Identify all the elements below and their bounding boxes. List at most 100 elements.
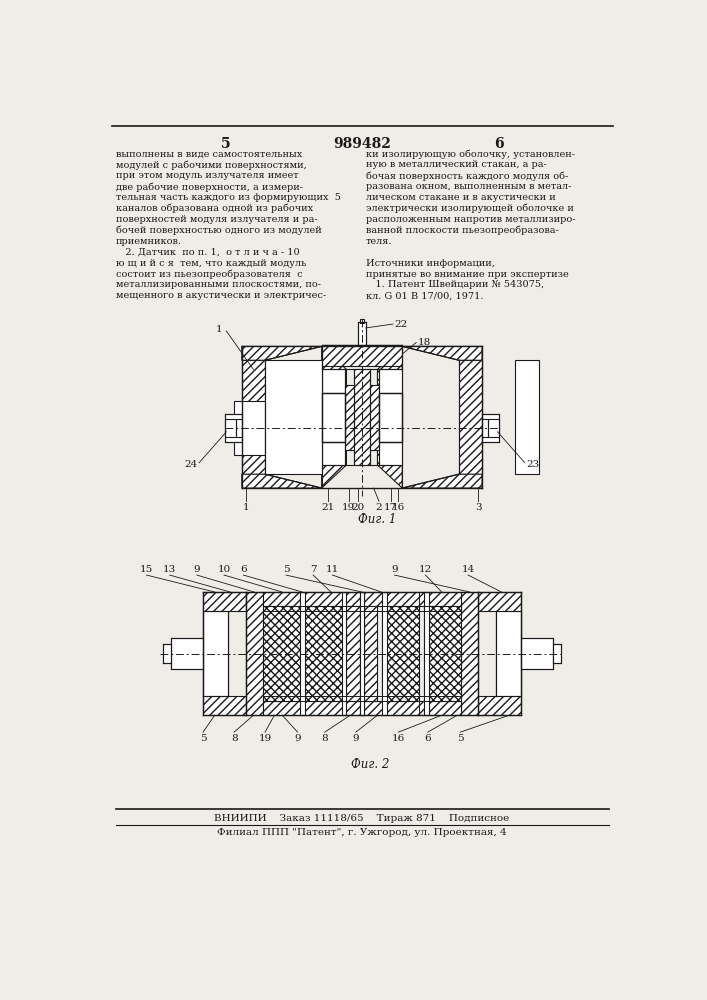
Text: 18: 18 [418, 338, 431, 347]
Polygon shape [242, 346, 322, 360]
Text: 6: 6 [424, 734, 431, 743]
Bar [265, 360, 322, 474]
Text: приемников.: приемников. [115, 237, 182, 246]
Bar [263, 606, 300, 701]
Bar [263, 592, 461, 606]
Text: ю щ и й с я  тем, что каждый модуль: ю щ и й с я тем, что каждый модуль [115, 259, 306, 268]
Bar [246, 592, 263, 715]
Bar [360, 319, 364, 323]
Text: электрически изолирующей оболочке и: электрически изолирующей оболочке и [366, 204, 573, 213]
Text: Филиал ППП "Патент", г. Ужгород, ул. Проектная, 4: Филиал ППП "Патент", г. Ужгород, ул. Про… [217, 828, 507, 837]
Text: ВНИИПИ    Заказ 11118/65    Тираж 871    Подписное: ВНИИПИ Заказ 11118/65 Тираж 871 Подписно… [214, 814, 510, 823]
Polygon shape [459, 360, 482, 474]
Text: ванной плоскости пьезопреобразова-: ванной плоскости пьезопреобразова- [366, 226, 559, 235]
Text: 24: 24 [185, 460, 198, 469]
Text: 989482: 989482 [333, 137, 391, 151]
Bar [362, 385, 379, 450]
Bar [234, 401, 265, 455]
Text: ки изолирующую оболочку, установлен-: ки изолирующую оболочку, установлен- [366, 149, 575, 159]
Bar [322, 345, 402, 366]
Text: 9: 9 [352, 734, 359, 743]
Text: 6: 6 [240, 565, 247, 574]
Text: 13: 13 [163, 565, 176, 574]
Bar [346, 606, 360, 701]
Text: выполнены в виде самостоятельных: выполнены в виде самостоятельных [115, 149, 302, 158]
Text: поверхностей модуля излучателя и ра-: поверхностей модуля излучателя и ра- [115, 215, 317, 224]
Text: 17: 17 [384, 503, 397, 512]
Bar [489, 419, 499, 437]
Polygon shape [378, 346, 402, 385]
Text: 15: 15 [140, 565, 153, 574]
Text: 23: 23 [526, 460, 539, 469]
Text: 19: 19 [259, 734, 271, 743]
Text: разована окном, выполненным в метал-: разована окном, выполненным в метал- [366, 182, 571, 191]
Text: состоит из пьезопреобразователя  с: состоит из пьезопреобразователя с [115, 270, 302, 279]
Text: мещенного в акустически и электричес-: мещенного в акустически и электричес- [115, 291, 326, 300]
Bar [382, 606, 419, 701]
Bar [424, 606, 461, 701]
Bar [360, 592, 364, 715]
Text: 2. Датчик  по п. 1,  о т л и ч а - 10: 2. Датчик по п. 1, о т л и ч а - 10 [115, 248, 299, 257]
Polygon shape [402, 474, 482, 488]
Text: Фиг. 1: Фиг. 1 [358, 513, 397, 526]
Text: 8: 8 [322, 734, 328, 743]
Text: при этом модуль излучателя имеет: при этом модуль излучателя имеет [115, 171, 298, 180]
Bar [354, 369, 370, 465]
Polygon shape [242, 474, 322, 488]
Text: каналов образована одной из рабочих: каналов образована одной из рабочих [115, 204, 312, 213]
Bar [360, 592, 364, 715]
Text: 12: 12 [419, 565, 432, 574]
Text: 9: 9 [294, 734, 301, 743]
Polygon shape [203, 592, 246, 715]
Bar [305, 606, 341, 701]
Text: 10: 10 [217, 565, 230, 574]
Bar [521, 638, 554, 669]
Text: тельная часть каждого из формирующих  5: тельная часть каждого из формирующих 5 [115, 193, 340, 202]
Text: 2: 2 [375, 503, 382, 512]
Polygon shape [322, 346, 346, 385]
Text: две рабочие поверхности, а измери-: две рабочие поверхности, а измери- [115, 182, 303, 192]
Text: 5: 5 [457, 734, 464, 743]
Text: металлизированными плоскостями, по-: металлизированными плоскостями, по- [115, 280, 320, 289]
Text: 20: 20 [351, 503, 365, 512]
Bar [364, 606, 378, 701]
Text: 1: 1 [216, 325, 223, 334]
Bar [345, 385, 362, 450]
Polygon shape [378, 450, 402, 488]
Bar [203, 611, 228, 696]
Text: бочей поверхностью одного из модулей: бочей поверхностью одного из модулей [115, 226, 321, 235]
Text: 7: 7 [310, 565, 317, 574]
Text: 22: 22 [395, 320, 408, 329]
Bar [322, 369, 345, 465]
Bar [424, 592, 428, 715]
Polygon shape [322, 450, 346, 488]
Bar [170, 638, 203, 669]
Text: 21: 21 [321, 503, 334, 512]
Text: принятые во внимание при экспертизе: принятые во внимание при экспертизе [366, 270, 568, 279]
Text: 14: 14 [462, 565, 474, 574]
Text: Источники информации,: Источники информации, [366, 259, 495, 268]
Text: 3: 3 [475, 503, 481, 512]
Text: Фиг. 2: Фиг. 2 [351, 758, 389, 771]
Text: теля.: теля. [366, 237, 392, 246]
Text: лическом стакане и в акустически и: лическом стакане и в акустически и [366, 193, 556, 202]
Bar [358, 322, 366, 345]
Text: 11: 11 [326, 565, 339, 574]
Bar [554, 644, 561, 663]
Text: 5: 5 [200, 734, 206, 743]
Text: 16: 16 [392, 503, 405, 512]
Bar [379, 393, 402, 442]
Bar [263, 701, 461, 715]
Text: модулей с рабочими поверхностями,: модулей с рабочими поверхностями, [115, 160, 306, 170]
Text: 5: 5 [283, 565, 289, 574]
Text: 5: 5 [221, 137, 230, 151]
Text: бочая поверхность каждого модуля об-: бочая поверхность каждого модуля об- [366, 171, 568, 181]
Text: 9: 9 [194, 565, 200, 574]
Text: 1. Патент Швейцарии № 543075,: 1. Патент Швейцарии № 543075, [366, 280, 544, 289]
Bar [300, 592, 305, 715]
Bar [341, 592, 346, 715]
Polygon shape [402, 346, 482, 360]
Text: 9: 9 [391, 565, 398, 574]
Text: 6: 6 [494, 137, 504, 151]
Bar [379, 369, 402, 465]
